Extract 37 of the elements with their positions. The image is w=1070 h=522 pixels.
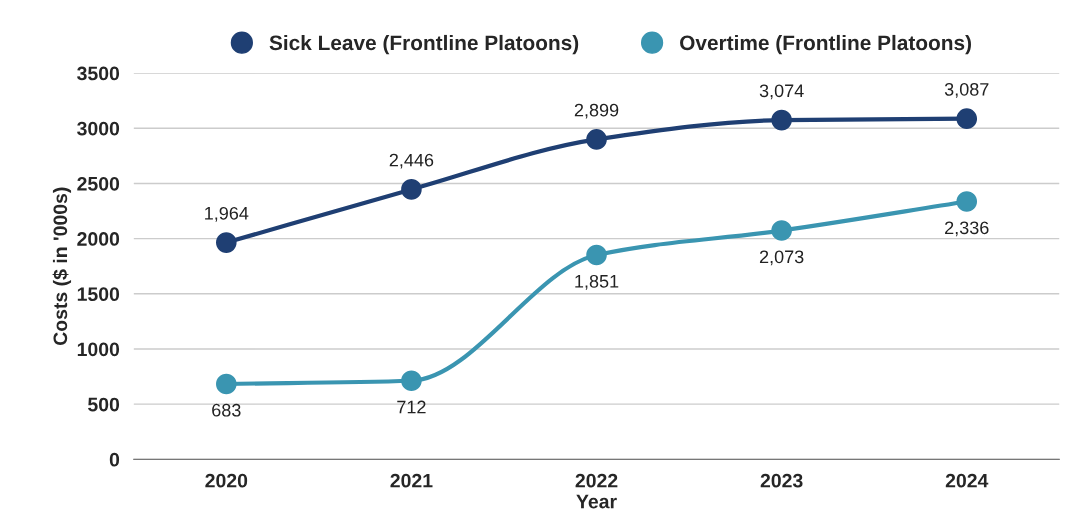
y-tick-label: 2500 xyxy=(77,176,120,191)
point xyxy=(216,232,237,253)
data-label: 2,073 xyxy=(759,250,804,266)
point xyxy=(586,129,607,150)
x-tick-label: 2020 xyxy=(205,473,248,488)
point xyxy=(771,220,792,241)
y-tick-label: 1500 xyxy=(77,287,120,302)
data-label: 1,964 xyxy=(205,206,249,222)
point xyxy=(956,191,978,212)
point xyxy=(586,244,607,266)
x-axis-title: Year xyxy=(576,494,617,509)
data-label: 2,336 xyxy=(945,221,989,237)
data-label: 2,899 xyxy=(574,103,619,119)
y-tick-label: 1000 xyxy=(77,342,120,357)
y-tick-label: 3500 xyxy=(77,66,120,81)
point xyxy=(401,370,422,392)
point xyxy=(401,179,422,200)
data-label: 712 xyxy=(397,400,426,414)
data-label: 683 xyxy=(212,403,241,417)
data-label: 1,851 xyxy=(575,274,619,290)
point xyxy=(771,109,792,131)
y-tick-label: 500 xyxy=(88,397,120,412)
x-tick-label: 2021 xyxy=(390,473,433,488)
legend-label: Sick Leave (Frontline Platoons) xyxy=(269,34,579,55)
data-label: 3,087 xyxy=(944,82,989,98)
y-tick-label: 2000 xyxy=(77,232,120,246)
legend-label: Overtime (Frontline Platoons) xyxy=(680,34,971,55)
x-tick-label: 2022 xyxy=(575,473,618,488)
y-tick-label: 0 xyxy=(109,452,120,467)
data-label: 3,074 xyxy=(759,84,804,100)
x-tick-label: 2023 xyxy=(760,473,803,488)
point xyxy=(216,373,237,395)
data-label: 2,446 xyxy=(389,153,434,169)
x-tick-label: 2024 xyxy=(945,473,989,488)
point xyxy=(956,108,978,129)
y-tick-label: 3000 xyxy=(77,121,120,136)
y-axis-title: Costs ($ in '000s) xyxy=(52,187,72,345)
